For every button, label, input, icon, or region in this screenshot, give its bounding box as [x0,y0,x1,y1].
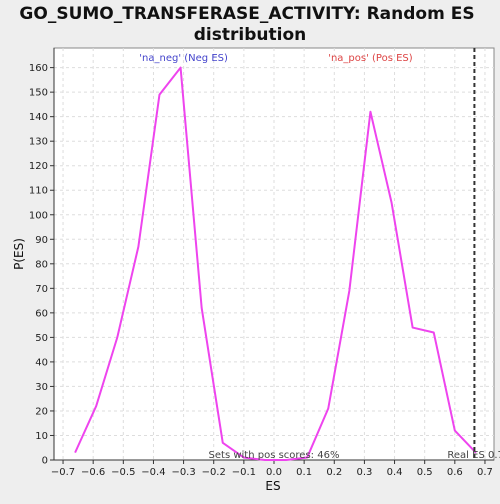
x-tick-label: 0.2 [326,467,342,478]
chart-title-line2: distribution [194,25,306,45]
y-tick-label: 100 [29,210,48,221]
y-tick-label: 30 [35,382,48,393]
x-axis-label: ES [265,479,280,493]
x-tick-label: 0.3 [356,467,372,478]
real-es-label: Real ES 0.7 [447,450,500,461]
y-tick-label: 50 [35,333,48,344]
y-tick-label: 80 [35,259,48,270]
y-tick-label: 160 [29,63,48,74]
x-tick-label: −0.4 [141,467,165,478]
x-tick-label: −0.6 [81,467,105,478]
x-tick-label: 0.4 [387,467,403,478]
y-tick-label: 40 [35,357,48,368]
y-tick-label: 10 [35,431,48,442]
y-tick-label: 120 [29,161,48,172]
x-tick-label: −0.1 [232,467,256,478]
x-tick-label: 0.6 [447,467,463,478]
x-tick-label: 0.0 [266,467,282,478]
x-tick-label: −0.3 [171,467,195,478]
y-tick-label: 150 [29,88,48,99]
y-tick-label: 110 [29,186,48,197]
y-tick-label: 20 [35,406,48,417]
chart-title-line1: GO_SUMO_TRANSFERASE_ACTIVITY: Random ES [19,4,474,24]
y-tick-label: 140 [29,112,48,123]
neg-es-label: 'na_neg' (Neg ES) [139,53,228,64]
pos-es-label: 'na_pos' (Pos ES) [328,53,413,64]
x-tick-label: −0.2 [202,467,226,478]
x-tick-label: 0.5 [417,467,433,478]
x-tick-label: 0.7 [477,467,493,478]
pos-scores-label: Sets with pos scores: 46% [209,450,340,461]
y-axis-label: P(ES) [12,238,26,270]
y-tick-label: 60 [35,308,48,319]
y-tick-label: 130 [29,137,48,148]
y-tick-label: 70 [35,284,48,295]
x-tick-label: −0.7 [51,467,75,478]
x-tick-label: 0.1 [296,467,312,478]
y-tick-label: 0 [42,456,48,467]
x-tick-label: −0.5 [111,467,135,478]
y-tick-label: 90 [35,235,48,246]
